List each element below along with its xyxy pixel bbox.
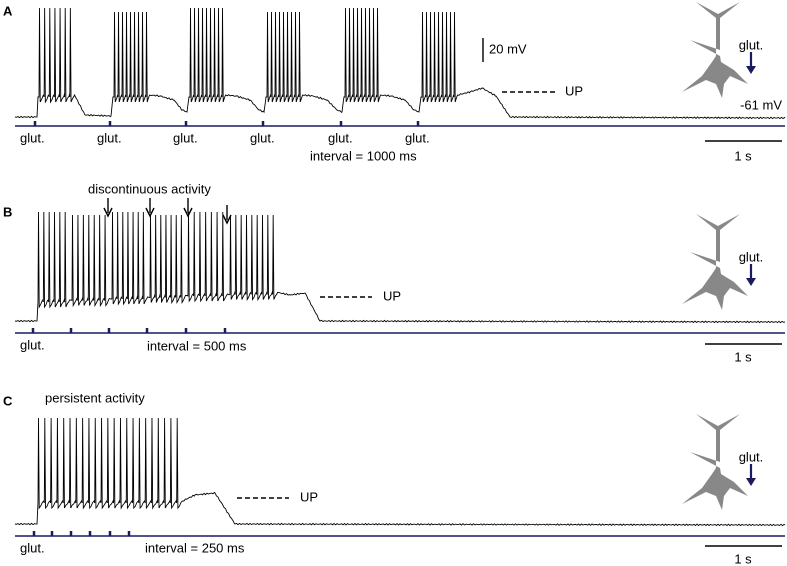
neuron-label: glut.	[739, 249, 764, 264]
stimulus-label: glut.	[20, 130, 45, 145]
interval-label: interval = 250 ms	[145, 540, 245, 555]
time-scale-label: 1 s	[734, 349, 752, 364]
annotation: discontinuous activity	[88, 181, 211, 196]
time-scale-label: 1 s	[734, 551, 752, 566]
interval-label: interval = 1000 ms	[310, 148, 417, 163]
stimulus-label: glut.	[20, 540, 45, 555]
time-scale-label: 1 s	[734, 148, 752, 163]
stimulus-label: glut.	[250, 130, 275, 145]
voltage-trace	[14, 7, 786, 120]
neuron-label: glut.	[739, 449, 764, 464]
stimulus-label: glut.	[328, 130, 353, 145]
panel-label: B	[3, 204, 12, 219]
voltage-trace	[14, 211, 786, 324]
stimulus-label: glut.	[97, 130, 122, 145]
stimulus-label: glut.	[173, 130, 198, 145]
voltage-trace	[14, 417, 786, 527]
panel-label: A	[3, 3, 13, 18]
up-label: UP	[383, 288, 401, 303]
resting-label: -61 mV	[740, 97, 782, 112]
annotation: persistent activity	[45, 390, 145, 405]
interval-label: interval = 500 ms	[147, 338, 247, 353]
voltage-scale-label: 20 mV	[489, 41, 527, 56]
arrows	[103, 198, 232, 225]
stimulus-label: glut.	[405, 130, 430, 145]
up-label: UP	[300, 489, 318, 504]
stimulus-label: glut.	[20, 337, 45, 352]
neuron-label: glut.	[739, 37, 764, 52]
panel-label: C	[3, 393, 13, 408]
up-label: UP	[565, 83, 583, 98]
